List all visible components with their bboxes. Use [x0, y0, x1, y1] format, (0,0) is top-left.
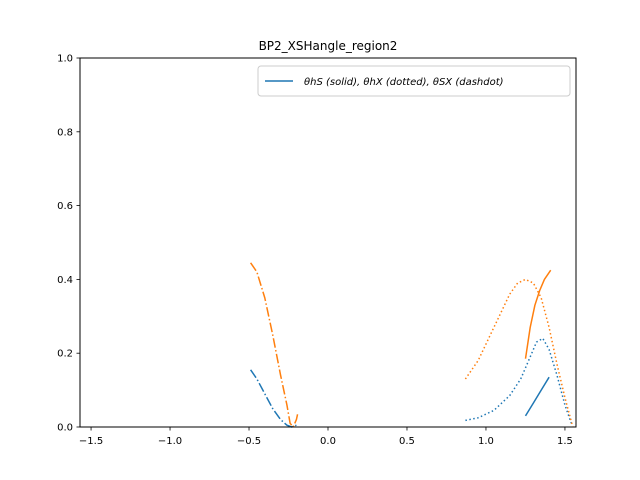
series-line-1-solid — [524, 376, 550, 417]
x-tick-label: 0.5 — [399, 436, 415, 447]
series-line-4-solid — [524, 269, 552, 359]
x-tick-label: 0.0 — [320, 436, 336, 447]
x-tick-label: 1.0 — [478, 436, 494, 447]
series-line-6-dashdot — [249, 262, 299, 428]
y-axis: 0.0 0.2 0.4 0.6 0.8 1.0 — [57, 54, 80, 434]
chart-title: BP2_XSHangle_region2 — [259, 39, 398, 53]
y-tick-label: 0.6 — [57, 201, 73, 212]
legend-label: θhS (solid), θhX (dotted), θSX (dashdot) — [304, 77, 504, 88]
x-tick-label: −0.5 — [237, 436, 261, 447]
legend-box — [257, 65, 571, 97]
legend: θhS (solid), θhX (dotted), θSX (dashdot) — [257, 65, 571, 97]
y-tick-label: 0.0 — [57, 423, 73, 434]
series-line-2-dotted — [465, 337, 573, 424]
x-tick-label: −1.0 — [158, 436, 182, 447]
y-tick-label: 0.8 — [57, 127, 73, 138]
series-line-5-dotted — [464, 278, 574, 428]
x-tick-label: −1.5 — [79, 436, 103, 447]
plot-frame — [79, 57, 577, 428]
y-tick-label: 0.2 — [57, 349, 73, 360]
y-tick-label: 1.0 — [57, 54, 73, 65]
x-axis: −1.5 −1.0 −0.5 0.0 0.5 1.0 1.5 — [79, 427, 573, 447]
y-tick-label: 0.4 — [57, 275, 73, 286]
x-tick-label: 1.5 — [557, 436, 573, 447]
